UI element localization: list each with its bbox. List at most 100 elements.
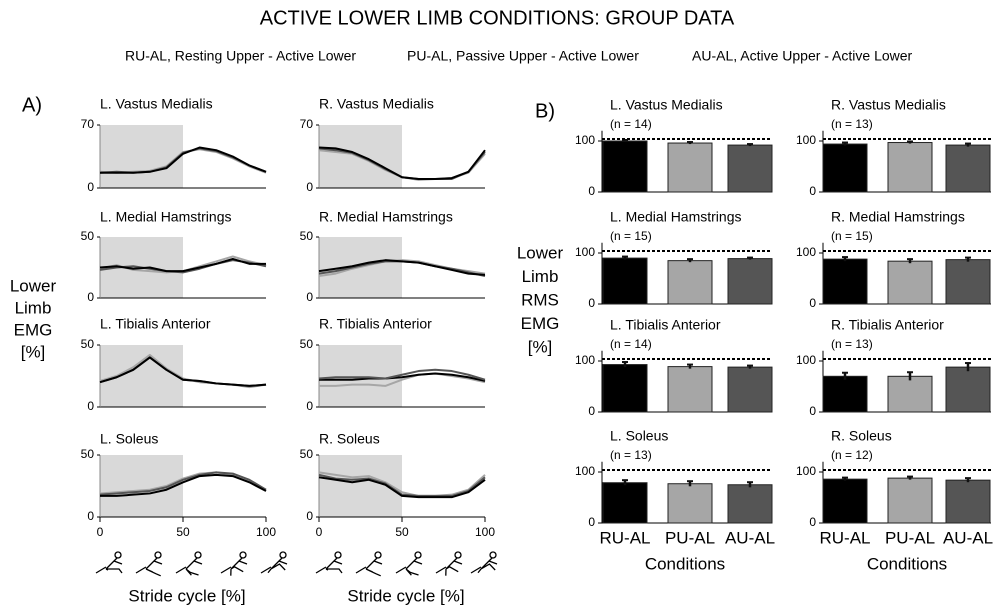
legend-entry: AU-AL, Active Upper - Active Lower: [692, 48, 913, 64]
bar: [822, 375, 868, 413]
y-axis-label: EMG: [14, 320, 53, 339]
sample-size: (n = 13): [831, 337, 873, 351]
shaded-region: [100, 345, 183, 407]
bar: [822, 258, 868, 305]
cyclist-icon: [260, 551, 288, 574]
x-tick-label: RU-AL: [819, 528, 870, 547]
icon-head: [414, 551, 422, 559]
y-tick-label: 0: [87, 290, 94, 304]
x-axis-label: Conditions: [645, 554, 725, 573]
emg-trace: [318, 368, 486, 381]
y-tick-label: 0: [809, 515, 816, 529]
chart-title: R. Medial Hamstrings: [319, 209, 453, 225]
chart-title: R. Soleus: [831, 428, 892, 444]
panel-label: A): [22, 94, 42, 116]
chart-title: L. Tibialis Anterior: [610, 317, 721, 333]
y-tick-label: 100: [796, 353, 816, 367]
cycling-icons: [95, 551, 498, 577]
x-tick-label: AU-AL: [725, 528, 775, 547]
bar: [887, 260, 933, 305]
shaded-region: [100, 125, 183, 188]
bar: [727, 258, 773, 305]
bar: [945, 479, 991, 524]
y-tick-label: 70: [81, 117, 95, 131]
emg-trace: [319, 372, 486, 387]
bar: [887, 142, 933, 193]
shaded-region: [319, 345, 402, 407]
emg-trace: [318, 259, 486, 276]
y-tick-label: 100: [796, 133, 816, 147]
icon-head: [374, 551, 382, 559]
y-tick-label: 50: [300, 337, 314, 351]
emg-trace: [99, 356, 267, 387]
y-axis-label: [%]: [21, 342, 46, 361]
emg-trace: [318, 471, 486, 497]
sample-size: (n = 12): [831, 448, 873, 462]
x-tick-label: 50: [395, 525, 409, 539]
y-tick-label: 0: [809, 404, 816, 418]
chart-title: R. Tibialis Anterior: [831, 317, 944, 333]
x-tick-label: 0: [316, 525, 323, 539]
bar: [727, 144, 773, 193]
sample-size: (n = 14): [610, 337, 652, 351]
emg-trace: [100, 473, 267, 497]
icon-body: [175, 557, 203, 576]
y-axis-label: Lower: [517, 243, 564, 262]
bar: [887, 477, 933, 524]
cyclist-icon: [315, 551, 343, 574]
cyclist-icon: [175, 551, 203, 576]
y-tick-label: 0: [87, 509, 94, 523]
y-tick-label: 50: [81, 337, 95, 351]
icon-body: [260, 557, 288, 574]
bar: [945, 366, 991, 413]
chart-title: L. Tibialis Anterior: [100, 316, 211, 332]
chart-title: R. Vastus Medialis: [319, 96, 434, 112]
x-axis-label: Conditions: [867, 554, 947, 573]
icon-body: [395, 557, 423, 576]
sample-size: (n = 13): [831, 117, 873, 131]
bar: [602, 482, 648, 524]
bar: [945, 144, 991, 193]
emg-trace: [99, 471, 267, 496]
bar: [822, 478, 868, 524]
emg-trace: [100, 146, 267, 174]
chart-title: L. Soleus: [100, 431, 158, 447]
sample-size: (n = 14): [610, 117, 652, 131]
icon-head: [194, 551, 202, 559]
y-tick-label: 0: [306, 399, 313, 413]
y-axis-label: Limb: [522, 267, 559, 286]
emg-trace: [99, 471, 267, 495]
y-tick-label: 0: [306, 180, 313, 194]
y-tick-label: 50: [300, 229, 314, 243]
emg-trace: [318, 473, 486, 497]
icon-body: [355, 557, 383, 577]
cyclist-icon: [470, 551, 498, 574]
sample-size: (n = 15): [610, 229, 652, 243]
chart-title: L. Medial Hamstrings: [100, 209, 232, 225]
x-tick-label: 0: [97, 525, 104, 539]
chart-title: L. Vastus Medialis: [610, 97, 723, 113]
bar: [667, 142, 713, 193]
icon-body: [135, 557, 163, 577]
x-tick-label: PU-AL: [885, 528, 935, 547]
y-tick-label: 0: [809, 296, 816, 310]
y-tick-label: 0: [588, 404, 595, 418]
y-tick-label: 100: [575, 353, 595, 367]
figure-title: ACTIVE LOWER LIMB CONDITIONS: GROUP DATA: [260, 7, 735, 29]
chart-title: L. Vastus Medialis: [100, 96, 213, 112]
sample-size: (n = 13): [610, 448, 652, 462]
y-tick-label: 0: [588, 296, 595, 310]
bar: [727, 484, 773, 524]
y-tick-label: 70: [300, 117, 314, 131]
chart-title: R. Vastus Medialis: [831, 97, 946, 113]
y-tick-label: 50: [81, 229, 95, 243]
bar: [945, 259, 991, 305]
bar: [602, 140, 648, 193]
cyclist-icon: [395, 551, 423, 576]
chart-title: R. Medial Hamstrings: [831, 209, 965, 225]
x-axis-label: Stride cycle [%]: [128, 586, 245, 605]
icon-body: [220, 557, 248, 576]
panel-label: B): [535, 100, 555, 122]
y-tick-label: 100: [575, 245, 595, 259]
